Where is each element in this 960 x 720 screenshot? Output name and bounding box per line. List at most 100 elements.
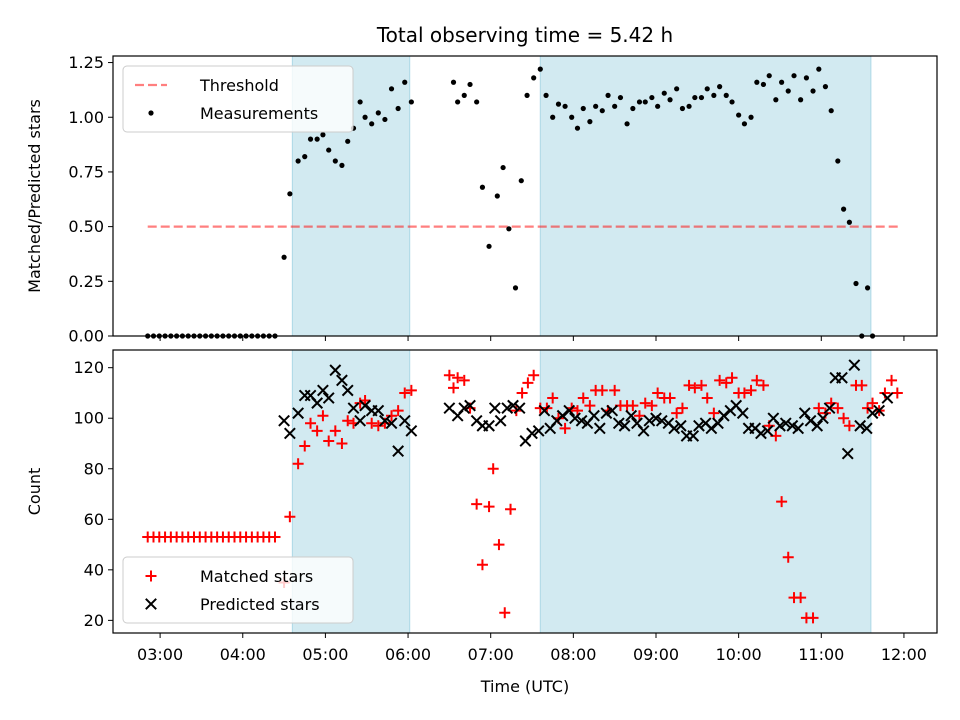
data-point <box>692 94 698 101</box>
data-point <box>712 417 724 430</box>
legend-dot-swatch <box>148 110 154 116</box>
data-point <box>375 110 381 116</box>
y-tick-label: 0.25 <box>68 272 104 291</box>
data-point <box>311 397 324 409</box>
y-tick-label: 1.25 <box>68 53 104 72</box>
legend-box <box>122 556 354 624</box>
data-point <box>795 592 807 604</box>
data-point <box>522 377 534 389</box>
data-point <box>625 409 638 422</box>
data-point <box>505 503 517 515</box>
data-point <box>646 400 658 412</box>
data-point <box>448 382 460 394</box>
y-tick-label: 80 <box>84 459 104 478</box>
x-tick-label: 10:00 <box>716 645 762 664</box>
data-point <box>284 511 296 523</box>
data-point <box>701 392 713 404</box>
data-point <box>483 501 495 513</box>
data-point <box>562 103 568 109</box>
data-point <box>738 387 750 399</box>
data-point <box>488 402 501 415</box>
data-point <box>450 79 457 85</box>
x-tick-label: 09:00 <box>633 645 679 664</box>
data-point <box>302 154 308 160</box>
data-point <box>667 97 673 103</box>
data-point <box>652 387 664 399</box>
data-point <box>543 92 549 98</box>
data-point <box>810 88 816 94</box>
data-point <box>362 114 368 120</box>
data-point <box>385 417 398 430</box>
data-point <box>873 404 886 417</box>
data-point <box>512 285 519 291</box>
data-point <box>679 105 686 112</box>
data-point <box>580 105 586 112</box>
y-tick-label: 1.00 <box>68 108 104 127</box>
data-point <box>494 414 507 427</box>
data-point <box>526 427 538 440</box>
data-point <box>399 387 411 399</box>
data-point <box>278 414 290 427</box>
data-point <box>674 86 680 92</box>
data-point <box>754 79 760 85</box>
data-point <box>588 409 600 422</box>
data-point <box>791 73 797 79</box>
data-point <box>569 412 581 425</box>
data-point <box>500 164 506 171</box>
data-point <box>606 404 619 417</box>
data-point <box>574 125 581 131</box>
data-point <box>283 427 296 440</box>
data-point <box>776 496 788 508</box>
panel-ratio: 0.00 0.25 0.50 0.75 1.00 1.25 Matched/Predicte… <box>25 53 938 346</box>
data-point <box>698 94 705 101</box>
data-point <box>841 206 847 212</box>
data-point <box>569 114 575 120</box>
data-point <box>693 419 705 432</box>
data-point <box>479 184 486 190</box>
data-point <box>341 384 354 397</box>
data-point <box>745 384 757 396</box>
data-point <box>817 412 829 425</box>
data-point <box>838 412 850 424</box>
data-point <box>281 254 287 260</box>
data-point <box>287 191 293 197</box>
data-point <box>577 392 589 404</box>
data-point <box>494 193 500 199</box>
data-point <box>323 435 335 447</box>
data-point <box>661 90 667 96</box>
data-point <box>822 84 829 90</box>
data-point <box>550 114 556 120</box>
data-point <box>402 79 408 85</box>
data-point <box>766 73 772 79</box>
series-matched-stars <box>142 369 903 624</box>
data-point <box>379 414 391 427</box>
data-point <box>689 382 701 394</box>
data-point <box>537 66 543 72</box>
data-point <box>618 419 631 432</box>
data-point <box>372 404 385 417</box>
data-point <box>506 226 512 232</box>
data-point <box>854 419 867 432</box>
data-point <box>354 414 367 427</box>
data-point <box>828 108 834 114</box>
x-tick-label: 08:00 <box>550 645 596 664</box>
data-point <box>311 425 323 437</box>
data-point <box>729 99 735 105</box>
data-point <box>643 414 656 427</box>
data-point <box>528 369 540 381</box>
data-point <box>637 424 650 437</box>
data-point <box>674 419 687 432</box>
data-point <box>785 88 791 94</box>
data-point <box>627 400 639 412</box>
y-tick-label: 100 <box>73 409 104 428</box>
data-point <box>342 415 354 427</box>
legend-box <box>122 65 354 133</box>
data-point <box>499 607 511 619</box>
data-point <box>599 108 605 114</box>
data-point <box>779 79 785 85</box>
data-point <box>705 422 718 435</box>
data-point <box>841 447 854 460</box>
data-point <box>292 458 304 470</box>
data-point <box>816 66 822 72</box>
data-point <box>856 379 868 391</box>
